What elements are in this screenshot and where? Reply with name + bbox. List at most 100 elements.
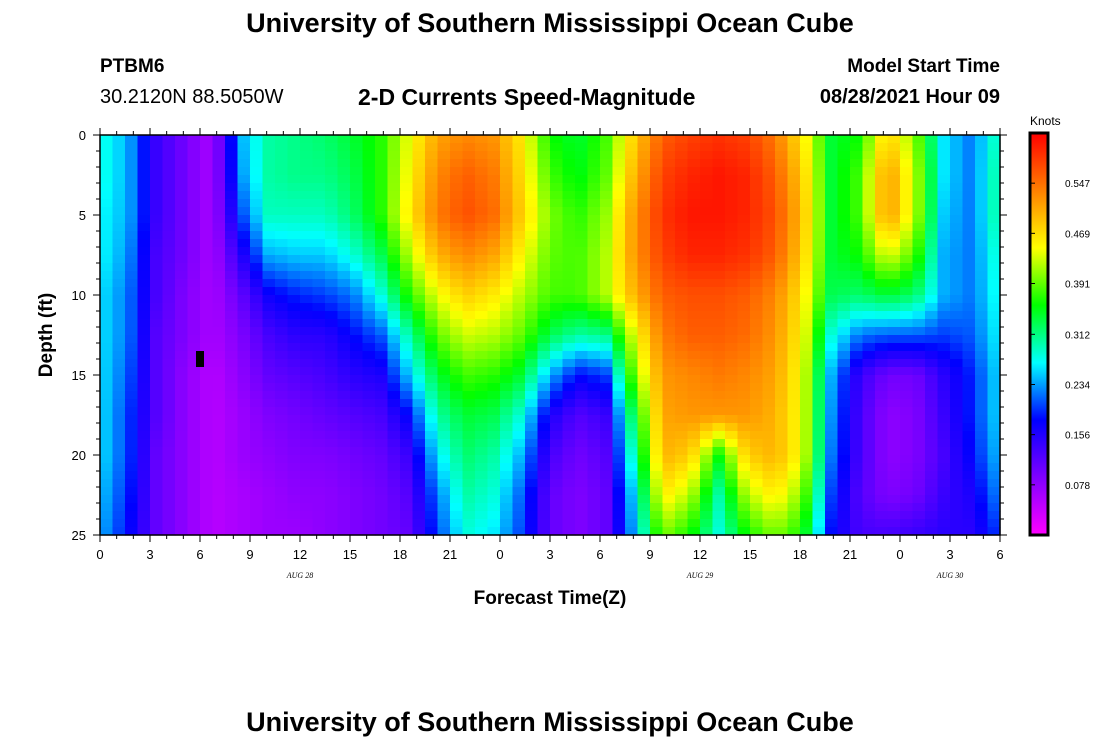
heatmap-cell xyxy=(750,463,764,472)
heatmap-cell xyxy=(100,239,114,248)
heatmap-cell xyxy=(437,239,451,248)
heatmap-cell xyxy=(687,263,701,272)
heatmap-cell xyxy=(875,447,889,456)
heatmap-cell xyxy=(962,495,976,504)
heatmap-cell xyxy=(500,223,514,232)
heatmap-cell xyxy=(325,223,339,232)
heatmap-cell xyxy=(275,447,289,456)
heatmap-cell xyxy=(600,135,614,144)
heatmap-cell xyxy=(100,503,114,512)
heatmap-cell xyxy=(462,271,476,280)
heatmap-cell xyxy=(637,455,651,464)
heatmap-cell xyxy=(587,439,601,448)
heatmap-cell xyxy=(187,511,201,520)
heatmap-cell xyxy=(987,327,1001,336)
heatmap-cell xyxy=(287,279,301,288)
heatmap-cell xyxy=(200,431,214,440)
heatmap-cell xyxy=(812,343,826,352)
heatmap-cell xyxy=(962,175,976,184)
heatmap-cell xyxy=(900,351,914,360)
heatmap-cell xyxy=(362,495,376,504)
heatmap-cell xyxy=(225,263,239,272)
heatmap-cell xyxy=(362,319,376,328)
heatmap-cell xyxy=(937,223,951,232)
heatmap-cell xyxy=(887,447,901,456)
heatmap-cell xyxy=(675,223,689,232)
heatmap-cell xyxy=(612,319,626,328)
heatmap-cell xyxy=(212,447,226,456)
heatmap-cell xyxy=(387,223,401,232)
heatmap-cell xyxy=(712,263,726,272)
heatmap-cell xyxy=(950,431,964,440)
heatmap-cell xyxy=(425,527,439,536)
heatmap-cell xyxy=(387,167,401,176)
heatmap-cell xyxy=(475,287,489,296)
heatmap-cell xyxy=(137,191,151,200)
heatmap-cell xyxy=(537,135,551,144)
heatmap-cell xyxy=(812,431,826,440)
heatmap-cell xyxy=(637,399,651,408)
heatmap-cell xyxy=(600,335,614,344)
heatmap-cell xyxy=(737,327,751,336)
heatmap-cell xyxy=(825,271,839,280)
heatmap-cell xyxy=(425,511,439,520)
heatmap-cell xyxy=(175,335,189,344)
heatmap-cell xyxy=(562,143,576,152)
heatmap-cell xyxy=(437,447,451,456)
heatmap-cell xyxy=(125,399,139,408)
x-tick-label: 3 xyxy=(146,547,153,562)
heatmap-cell xyxy=(650,167,664,176)
heatmap-cell xyxy=(650,511,664,520)
heatmap-cell xyxy=(575,167,589,176)
heatmap-cell xyxy=(137,295,151,304)
heatmap-cell xyxy=(812,479,826,488)
heatmap-cell xyxy=(212,439,226,448)
heatmap-cell xyxy=(387,343,401,352)
heatmap-cell xyxy=(700,359,714,368)
heatmap-cell xyxy=(262,399,276,408)
heatmap-cell xyxy=(287,351,301,360)
heatmap-cell xyxy=(800,311,814,320)
heatmap-cell xyxy=(275,199,289,208)
heatmap-cell xyxy=(700,239,714,248)
heatmap-cell xyxy=(937,519,951,528)
heatmap-cell xyxy=(125,391,139,400)
heatmap-cell xyxy=(537,207,551,216)
heatmap-cell xyxy=(750,303,764,312)
heatmap-cell xyxy=(862,135,876,144)
heatmap-cell xyxy=(987,311,1001,320)
heatmap-cell xyxy=(475,223,489,232)
heatmap-cell xyxy=(162,407,176,416)
heatmap-cell xyxy=(250,159,264,168)
heatmap-cell xyxy=(650,383,664,392)
heatmap-cell xyxy=(825,159,839,168)
heatmap-cell xyxy=(287,399,301,408)
heatmap-cell xyxy=(187,495,201,504)
heatmap-cell xyxy=(612,279,626,288)
heatmap-cell xyxy=(137,439,151,448)
heatmap-cell xyxy=(237,463,251,472)
heatmap-cell xyxy=(637,519,651,528)
heatmap-cell xyxy=(937,431,951,440)
heatmap-cell xyxy=(287,439,301,448)
heatmap-cell xyxy=(975,375,989,384)
heatmap-cell xyxy=(737,527,751,536)
heatmap-cell xyxy=(475,247,489,256)
footer-title: University of Southern Mississippi Ocean… xyxy=(246,707,854,737)
heatmap-cell xyxy=(875,207,889,216)
heatmap-cell xyxy=(500,255,514,264)
heatmap-cell xyxy=(175,415,189,424)
heatmap-cell xyxy=(762,407,776,416)
heatmap-cell xyxy=(987,223,1001,232)
heatmap-cell xyxy=(737,223,751,232)
heatmap-cell xyxy=(650,263,664,272)
heatmap-cell xyxy=(312,271,326,280)
heatmap-cell xyxy=(337,407,351,416)
heatmap-cell xyxy=(237,407,251,416)
heatmap-cell xyxy=(150,487,164,496)
heatmap-cell xyxy=(825,199,839,208)
heatmap-cell xyxy=(900,399,914,408)
heatmap-cell xyxy=(175,471,189,480)
heatmap-cell xyxy=(525,295,539,304)
heatmap-cell xyxy=(412,295,426,304)
